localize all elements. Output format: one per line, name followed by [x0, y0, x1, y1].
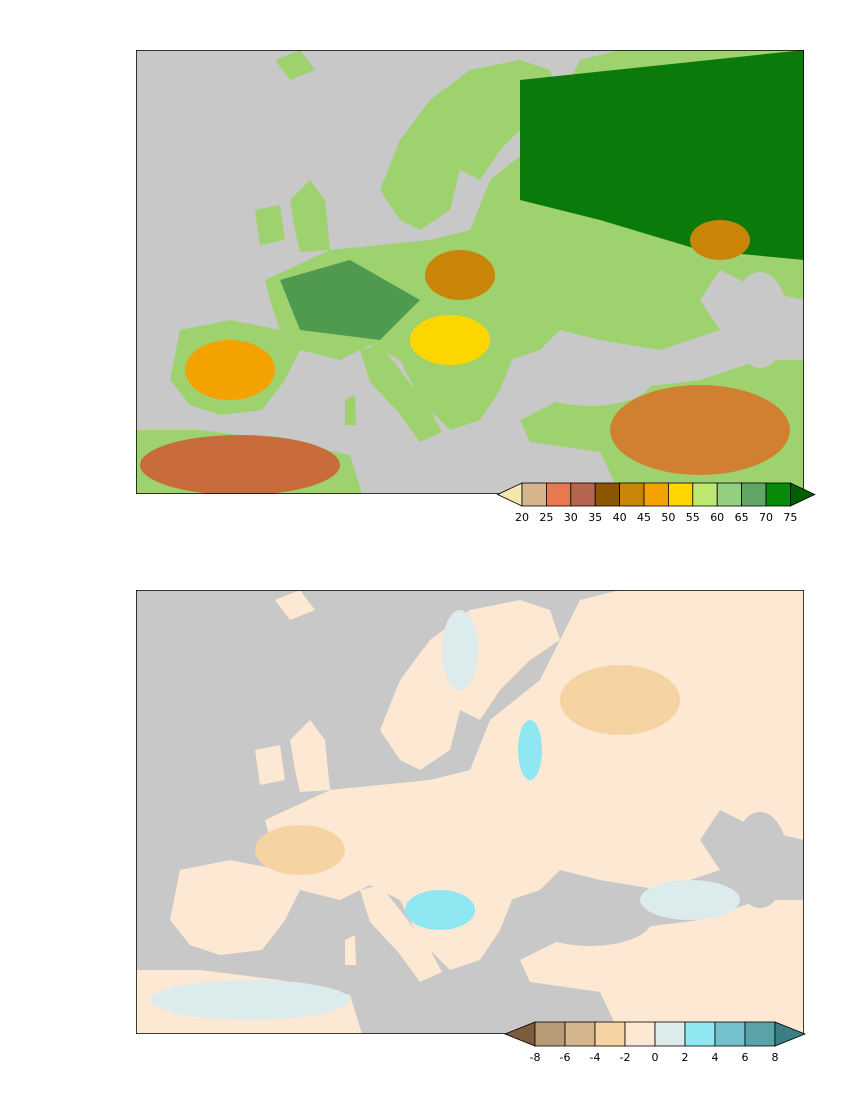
colorbar-swatch: [765, 482, 791, 507]
colorbar-tick-label: 0: [652, 1051, 659, 1064]
colorbar-swatch: [546, 482, 572, 507]
colorbar-tick-label: 35: [588, 511, 602, 524]
colorbar-tick-label: -4: [590, 1051, 601, 1064]
colorbar-tick-label: 50: [661, 511, 675, 524]
colorbar-tick-label: 4: [712, 1051, 719, 1064]
colorbar-swatch: [744, 1021, 776, 1047]
colorbar-tick-label: 30: [564, 511, 578, 524]
colorbar-swatch: [534, 1021, 566, 1047]
map-bottom: [136, 590, 804, 1034]
colorbar-tick-label: 8: [772, 1051, 779, 1064]
colorbar-tick-label: 45: [637, 511, 651, 524]
colorbar-tick-label: 25: [539, 511, 553, 524]
colorbar-swatch: [619, 482, 645, 507]
colorbar-tick-label: 55: [686, 511, 700, 524]
colorbar-swatch: [594, 482, 621, 507]
colorbar-tick-label: 6: [742, 1051, 749, 1064]
colorbar-tick-label: 65: [735, 511, 749, 524]
colorbar-swatch: [594, 1021, 626, 1047]
colorbar-swatch: [654, 1021, 686, 1047]
colorbar-tick-label: 40: [613, 511, 627, 524]
colorbar-tick-label: 20: [515, 511, 529, 524]
colorbar-swatch: [624, 1021, 656, 1047]
colorbar-swatch: [714, 1021, 746, 1047]
colorbar-swatch: [668, 482, 694, 507]
colorbar-tick-label: 2: [682, 1051, 689, 1064]
colorbar-swatch: [716, 482, 743, 507]
colorbar-tick-label: 75: [783, 511, 797, 524]
colorbar-swatch: [643, 482, 669, 507]
colorbar-arrow-right: [774, 1021, 807, 1047]
colorbar-tick-label: 70: [759, 511, 773, 524]
colorbar-swatch: [564, 1021, 596, 1047]
colorbar-swatch: [570, 482, 596, 507]
colorbar-swatch: [684, 1021, 716, 1047]
colorbar-tick-label: -8: [530, 1051, 541, 1064]
colorbar-swatch: [521, 482, 547, 507]
colorbar-arrow-right: [790, 482, 816, 507]
colorbar-tick-label: 60: [710, 511, 724, 524]
colorbar-tick-label: -6: [560, 1051, 571, 1064]
colorbar-tick-label: -2: [620, 1051, 631, 1064]
colorbar-swatch: [741, 482, 767, 507]
map-top: [136, 50, 804, 494]
colorbar-swatch: [692, 482, 718, 507]
